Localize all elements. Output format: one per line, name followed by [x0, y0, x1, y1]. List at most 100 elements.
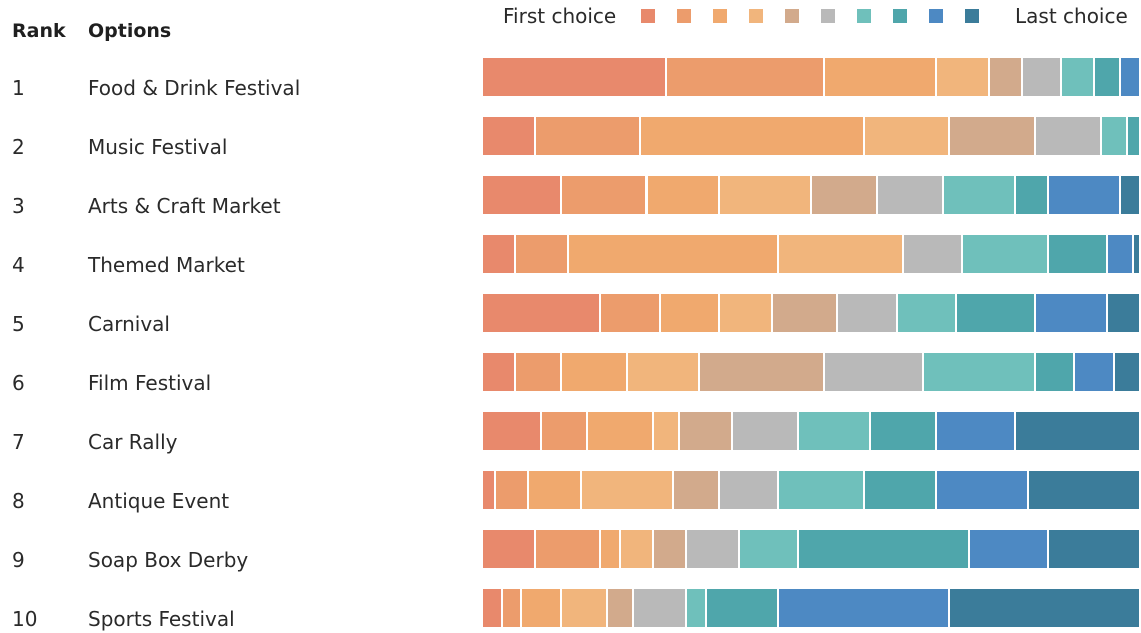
bar-segment	[923, 353, 1034, 391]
rank-label: 1	[12, 76, 25, 100]
bar-segment	[937, 471, 1028, 509]
option-label: Soap Box Derby	[88, 548, 249, 572]
option-label: Car Rally	[88, 430, 178, 454]
bar-segment	[825, 58, 936, 96]
bar-segment	[963, 235, 1047, 273]
rank-label: 8	[12, 489, 25, 513]
bar-segment	[686, 589, 705, 627]
bar-segment	[733, 412, 797, 450]
bar-segment	[483, 117, 534, 155]
bar-segment	[483, 176, 560, 214]
bar-segment	[654, 412, 679, 450]
bar-segment	[1062, 58, 1093, 96]
bar-segment	[515, 353, 560, 391]
legend-first-choice: First choice	[503, 4, 617, 28]
bar-segment	[634, 589, 685, 627]
bar-segment	[601, 294, 659, 332]
bar-segment	[654, 530, 685, 568]
bar-segment	[904, 235, 962, 273]
bar-segment	[1035, 117, 1100, 155]
bar-segment	[1015, 412, 1139, 450]
bar-segment	[529, 471, 580, 509]
options-column-header: Options	[88, 20, 172, 42]
bar-segment	[943, 176, 1014, 214]
bar-segment	[739, 530, 797, 568]
legend-swatch-10	[965, 9, 979, 23]
legend-swatch-9	[929, 9, 943, 23]
legend-swatch-1	[641, 9, 655, 23]
bar-segment	[621, 530, 653, 568]
rank-label: 5	[12, 312, 25, 336]
bar-segment	[798, 530, 968, 568]
bar-segment	[483, 58, 666, 96]
bar-segment	[483, 353, 514, 391]
bar-segment	[608, 589, 633, 627]
legend-last-choice: Last choice	[1015, 4, 1128, 28]
bar-segment	[568, 235, 778, 273]
rank-label: 4	[12, 253, 25, 277]
bar-segment	[515, 235, 567, 273]
legend-swatch-7	[857, 9, 871, 23]
option-label: Antique Event	[88, 489, 230, 513]
bar-segment	[779, 471, 863, 509]
bar-segment	[779, 589, 949, 627]
bar-segment	[667, 58, 824, 96]
bar-segment	[535, 530, 600, 568]
bar-segment	[719, 176, 810, 214]
bar-segment	[483, 294, 600, 332]
option-label: Themed Market	[88, 253, 245, 277]
bar-segment	[1035, 294, 1107, 332]
bar-segment	[950, 589, 1139, 627]
bar-segment	[719, 294, 771, 332]
option-label: Carnival	[88, 312, 170, 336]
bar-segment	[1121, 58, 1139, 96]
bar-segment	[779, 235, 903, 273]
bar-segment	[989, 58, 1021, 96]
bar-segment	[522, 589, 560, 627]
bar-segment	[825, 353, 922, 391]
bar-segment	[483, 530, 534, 568]
legend-swatch-5	[785, 9, 799, 23]
bar-segment	[700, 353, 824, 391]
bar-segment	[686, 530, 738, 568]
legend-swatch-2	[677, 9, 691, 23]
bar-segment	[640, 117, 863, 155]
bar-segment	[601, 530, 620, 568]
bar-segment	[535, 117, 639, 155]
bar-segment	[483, 412, 541, 450]
bar-segment	[496, 471, 528, 509]
rank-column-header: Rank	[12, 20, 66, 42]
bar-segment	[1075, 353, 1113, 391]
bar-segment	[1108, 235, 1133, 273]
bar-segment	[719, 471, 778, 509]
bar-segment	[1029, 471, 1139, 509]
bar-segment	[561, 353, 626, 391]
rank-label: 2	[12, 135, 25, 159]
bar-segment	[937, 412, 1014, 450]
rank-label: 6	[12, 371, 25, 395]
option-label: Sports Festival	[88, 607, 235, 631]
bar-segment	[647, 176, 718, 214]
bar-segment	[1101, 117, 1126, 155]
bar-segment	[542, 412, 587, 450]
bar-segment	[627, 353, 699, 391]
option-label: Food & Drink Festival	[88, 76, 301, 100]
bar-segment	[1048, 176, 1120, 214]
bar-segment	[1035, 353, 1074, 391]
bar-segment	[1094, 58, 1120, 96]
legend-swatch-3	[713, 9, 727, 23]
bar-segment	[950, 117, 1034, 155]
bar-segment	[798, 412, 870, 450]
bar-segment	[937, 58, 988, 96]
rank-label: 10	[12, 607, 38, 631]
legend-swatch-4	[749, 9, 763, 23]
option-label: Film Festival	[88, 371, 212, 395]
legend-swatch-6	[821, 9, 835, 23]
bar-segment	[1048, 530, 1139, 568]
bar-segment	[483, 471, 495, 509]
bar-segment	[660, 294, 718, 332]
bar-segment	[483, 235, 514, 273]
bar-segment	[561, 589, 606, 627]
rank-label: 7	[12, 430, 25, 454]
